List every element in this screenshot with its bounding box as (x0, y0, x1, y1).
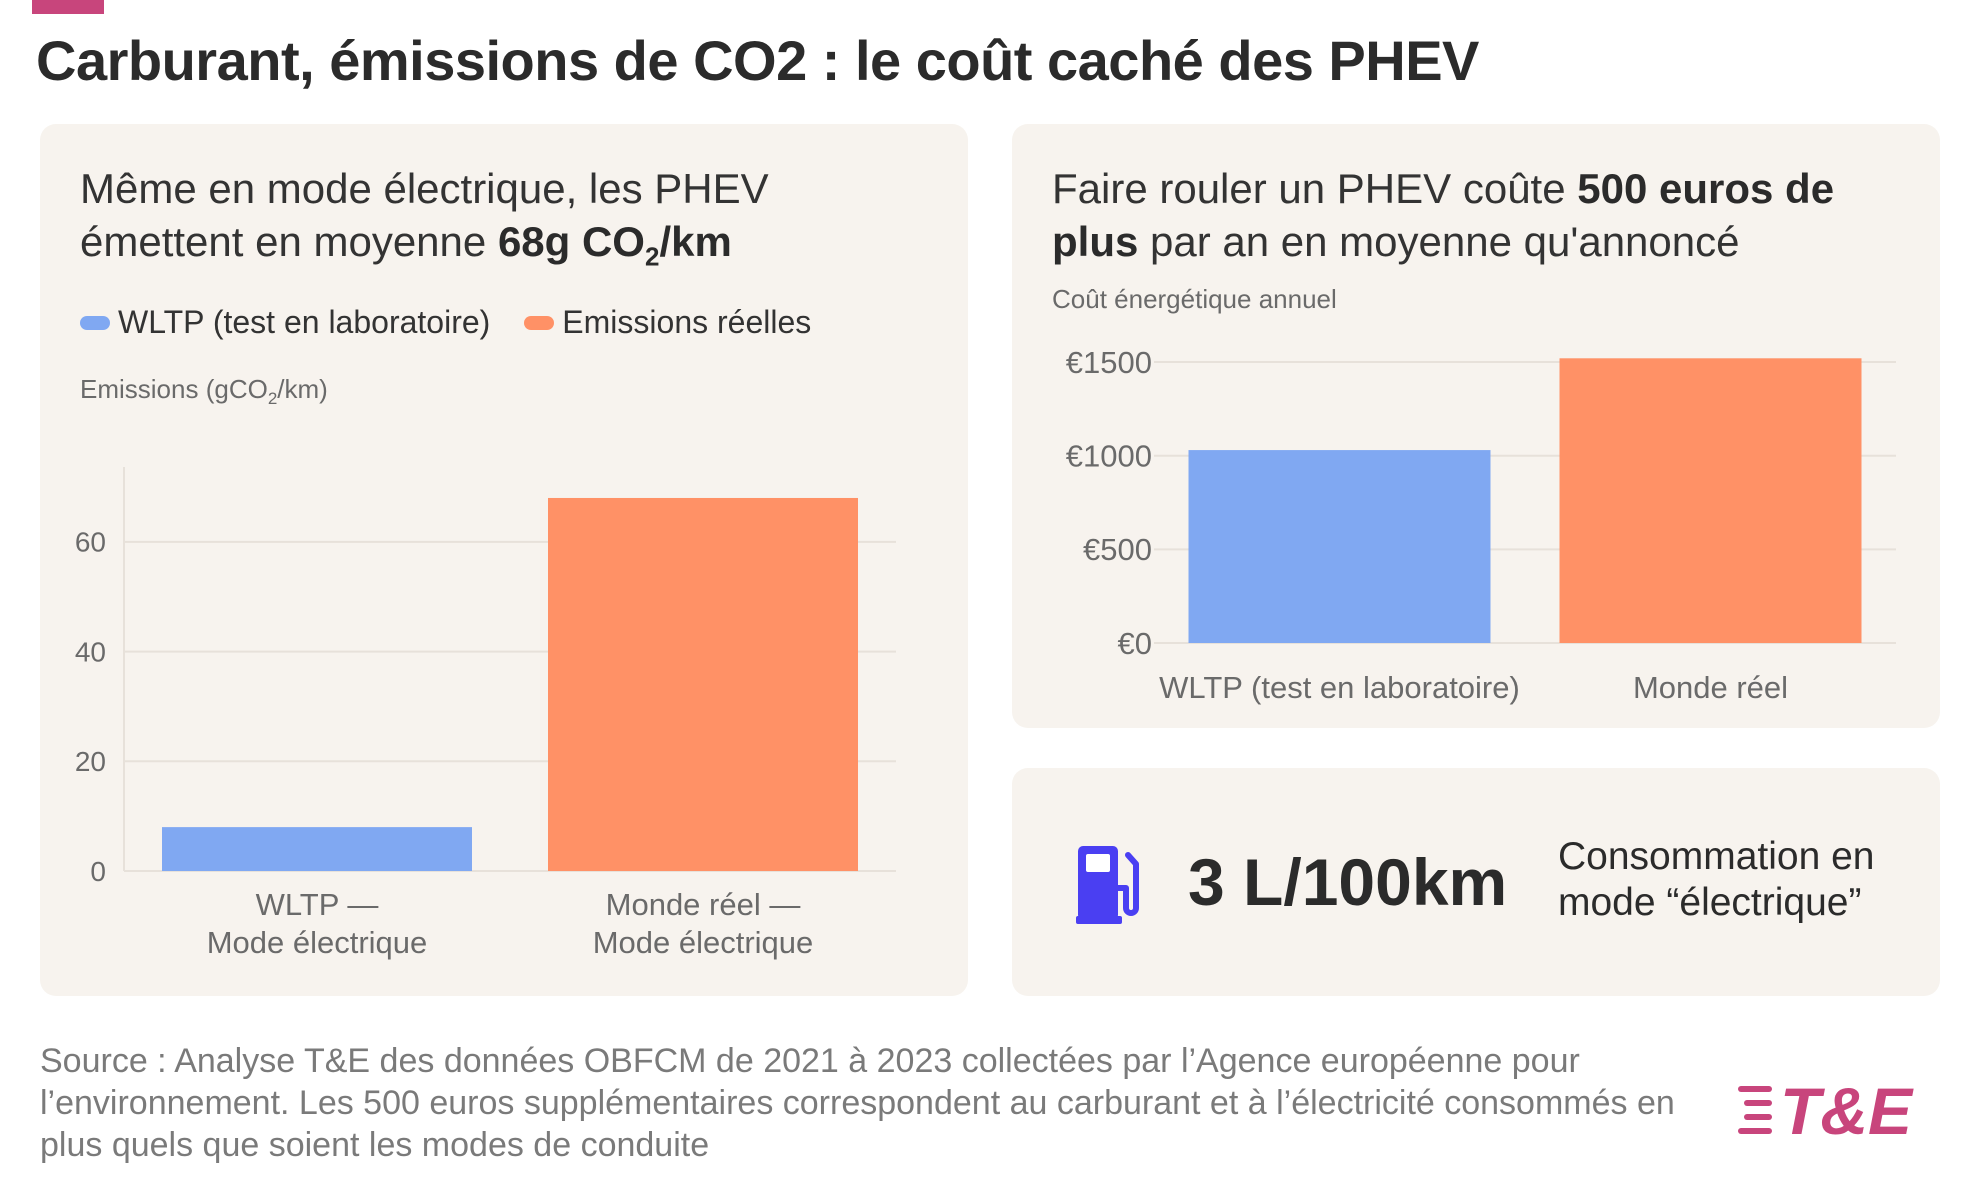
consumption-panel: 3 L/100km Consommation en mode “électriq… (1012, 768, 1940, 996)
emissions-panel: Même en mode électrique, les PHEV émette… (40, 124, 968, 996)
cost-category-label: WLTP (test en laboratoire) (1159, 670, 1520, 705)
cost-y-tick-label: €0 (1118, 626, 1152, 661)
consumption-caption: Consommation en mode “électrique” (1558, 834, 1875, 926)
emissions-category-label: Mode électrique (593, 925, 814, 960)
emissions-category-label: Monde réel — (606, 887, 801, 922)
cost-panel-title: Faire rouler un PHEV coûte 500 euros de … (1052, 165, 1835, 265)
te-logo: T&E (1738, 1074, 1914, 1142)
emissions-y-tick-label: 60 (75, 527, 106, 558)
consumption-caption-line2: mode “électrique” (1558, 881, 1862, 924)
consumption-value: 3 L/100km (1188, 845, 1508, 919)
emissions-y-tick-label: 20 (75, 746, 106, 777)
cost-bar (1559, 358, 1862, 643)
cost-chart-subtitle: Coût énergétique annuel (1052, 284, 1337, 314)
emissions-bar (548, 497, 858, 871)
emissions-bar (162, 827, 472, 871)
legend-swatch-real (524, 315, 555, 330)
legend-label-wltp: WLTP (test en laboratoire) (118, 304, 491, 340)
emissions-panel-title: Même en mode électrique, les PHEV émette… (80, 165, 769, 272)
cost-panel: Faire rouler un PHEV coûte 500 euros de … (1012, 124, 1940, 728)
emissions-legend: WLTP (test en laboratoire) Emissions rée… (80, 304, 845, 341)
emissions-y-tick-label: 0 (90, 856, 106, 887)
emissions-category-label: Mode électrique (207, 925, 428, 960)
svg-text:T&E: T&E (1780, 1074, 1914, 1142)
page-title: Carburant, émissions de CO2 : le coût ca… (36, 29, 1479, 92)
cost-bar (1188, 450, 1491, 643)
legend-item-wltp: WLTP (test en laboratoire) (80, 304, 490, 341)
legend-label-real: Emissions réelles (562, 304, 812, 340)
emissions-category-label: WLTP — (256, 887, 379, 922)
source-note: Source : Analyse T&E des données OBFCM d… (40, 1042, 1675, 1164)
accent-bar (32, 0, 104, 14)
consumption-caption-line1: Consommation en (1558, 835, 1875, 878)
legend-swatch-wltp (80, 315, 110, 330)
emissions-y-tick-label: 40 (75, 636, 106, 667)
cost-y-tick-label: €1500 (1066, 345, 1152, 380)
legend-item-real: Emissions réelles (524, 304, 811, 341)
emissions-y-axis-caption: Emissions (gCO2/km) (80, 374, 328, 409)
fuel-pump-icon (1076, 846, 1139, 924)
cost-y-tick-label: €1000 (1066, 439, 1152, 474)
cost-chart: €0 €500 €1000 €1500 WLTP (test en laboratoir… (1066, 345, 1896, 705)
cost-category-label: Monde réel (1633, 670, 1788, 705)
cost-y-tick-label: €500 (1083, 532, 1152, 567)
